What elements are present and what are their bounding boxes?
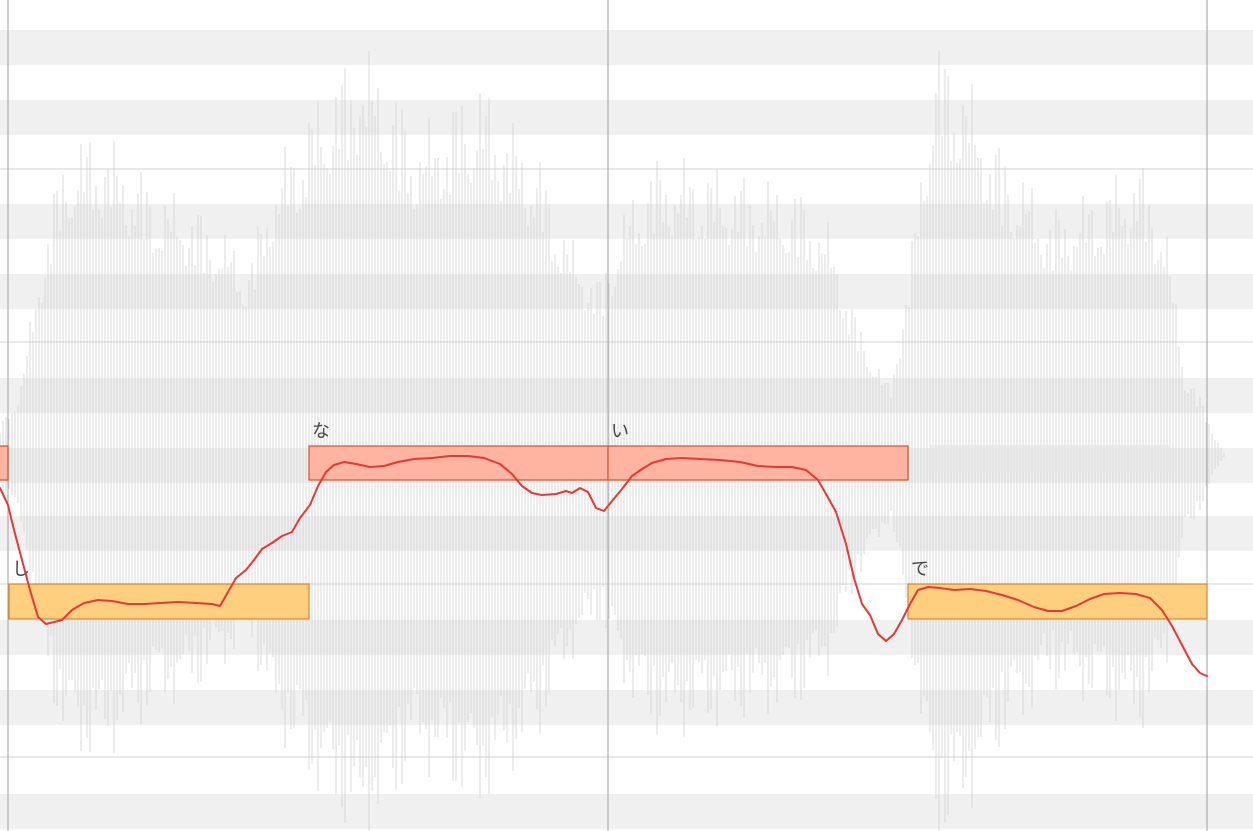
lyric-i: い (611, 421, 629, 442)
waveform-band (930, 445, 1170, 473)
lyric-de: で (911, 559, 929, 580)
pitch-row-stripe (0, 794, 1253, 829)
pitch-row-stripe (0, 204, 1253, 239)
lyric-na: な (312, 421, 330, 442)
bar-lines (7, 0, 1208, 831)
pitch-row-stripe (0, 690, 1253, 725)
note-rect[interactable] (8, 583, 310, 620)
note-rect[interactable] (607, 445, 909, 481)
note-block-3[interactable]: い (607, 421, 909, 481)
pitch-row-stripe (0, 100, 1253, 135)
note-rect[interactable] (0, 445, 9, 481)
note-block-1[interactable]: し (8, 559, 310, 620)
note-block-0[interactable] (0, 445, 9, 481)
audio-waveform (0, 51, 1225, 831)
pitch-row-stripe (0, 30, 1253, 65)
pitch-curve[interactable] (0, 455, 1208, 677)
